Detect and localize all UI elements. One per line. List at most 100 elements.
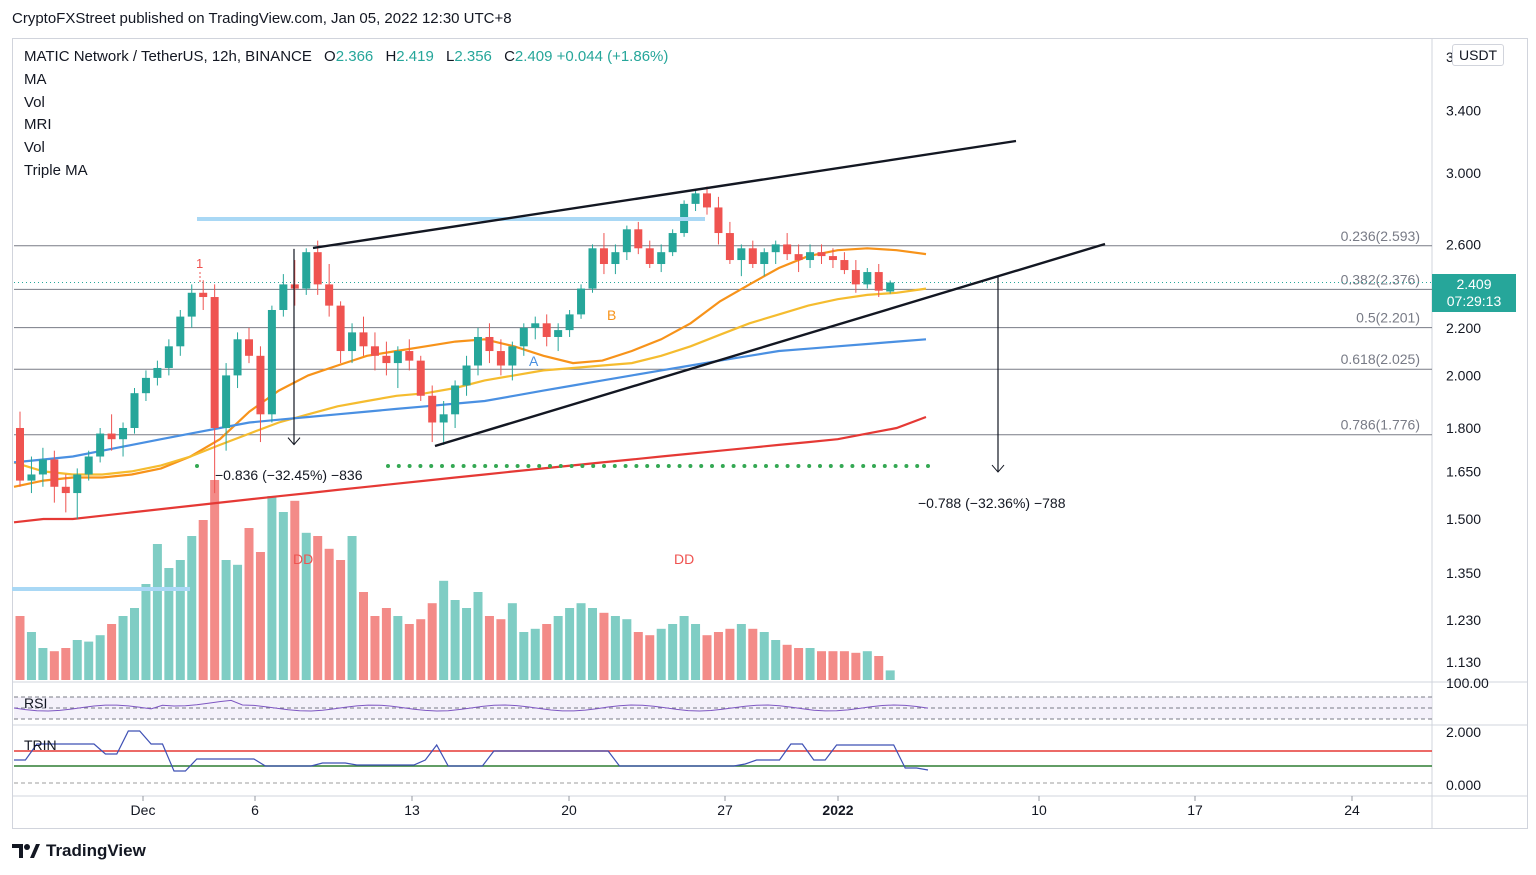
- price-tick-top: 3: [1446, 49, 1454, 65]
- legend-indicator-vol-2[interactable]: Vol: [24, 139, 45, 157]
- support-dot: [731, 464, 736, 468]
- candle-down: [725, 233, 734, 261]
- trin-line: [14, 730, 929, 772]
- candle-down: [290, 284, 299, 289]
- candle-down: [874, 272, 883, 291]
- volume-bar: [702, 635, 712, 680]
- volume-bar: [771, 640, 781, 680]
- legend-indicator-ma[interactable]: MA: [24, 70, 47, 88]
- candle-up: [691, 193, 700, 204]
- support-dot: [418, 464, 423, 468]
- measure-arrow-head: [991, 464, 1005, 473]
- candle-down: [313, 252, 322, 285]
- volume-bar: [221, 560, 231, 680]
- volume-bar: [530, 628, 540, 680]
- candle-down: [828, 256, 837, 261]
- candle-up: [130, 393, 139, 428]
- trin-scale-tick: 2.000: [1446, 724, 1481, 740]
- volume-bar: [679, 616, 689, 680]
- volume-bar: [324, 548, 334, 680]
- ma-line: [13, 415, 927, 524]
- dd-marker: DD: [674, 551, 694, 567]
- volume-bar: [72, 640, 82, 680]
- candle-down: [748, 248, 757, 265]
- candle-down: [428, 395, 437, 423]
- volume-bar: [347, 536, 357, 680]
- support-dot: [742, 464, 747, 468]
- support-dot: [688, 464, 693, 468]
- candle-down: [645, 248, 654, 265]
- volume-bar: [244, 528, 254, 680]
- support-dot: [483, 464, 488, 468]
- support-dot: [537, 464, 542, 468]
- candle-up: [187, 292, 196, 317]
- legend-low-key: L: [446, 48, 455, 65]
- time-tick: 17: [1187, 802, 1203, 818]
- volume-bar: [336, 560, 346, 680]
- candle-up: [508, 346, 517, 366]
- volume-bar: [175, 560, 185, 680]
- volume-bar: [599, 612, 609, 680]
- candle-up: [348, 332, 357, 352]
- candle-up: [84, 456, 93, 475]
- volume-bar: [267, 496, 277, 680]
- volume-bar: [130, 608, 139, 680]
- support-dot: [504, 464, 509, 468]
- volume-bar: [645, 635, 655, 680]
- candle-up: [279, 284, 288, 310]
- volume-bar: [416, 619, 426, 680]
- volume-bar: [381, 608, 391, 680]
- volume-bar: [851, 652, 861, 680]
- candle-up: [267, 309, 276, 415]
- volume-bar: [633, 632, 643, 680]
- volume-bar: [255, 552, 265, 680]
- legend-indicator-vol[interactable]: Vol: [24, 93, 45, 111]
- legend-close: 2.409: [514, 48, 553, 65]
- candle-down: [199, 292, 208, 298]
- support-dot: [796, 464, 801, 468]
- legend-ohlc-row[interactable]: MATIC Network / TetherUS, 12h, BINANCE O…: [24, 46, 668, 69]
- volume-bar: [210, 480, 220, 680]
- legend-high: 2.419: [396, 48, 434, 65]
- volume-bar: [542, 624, 552, 680]
- rsi-scale-tick: 100.00: [1446, 675, 1489, 691]
- tradingview-brand[interactable]: TradingView: [12, 841, 146, 861]
- volume-bar: [748, 628, 758, 680]
- support-dot: [634, 464, 639, 468]
- support-dot: [386, 464, 390, 468]
- last-price-tag: 2.409 07:29:13: [1432, 274, 1516, 312]
- support-dot: [656, 464, 660, 468]
- time-tick: 10: [1031, 802, 1047, 818]
- support-dot: [818, 464, 822, 468]
- support-dot: [526, 464, 531, 468]
- legend-indicator-triple-ma[interactable]: Triple MA: [24, 161, 88, 179]
- volume-bar: [622, 619, 632, 680]
- volume-bar: [118, 616, 128, 680]
- volume-bar: [553, 616, 563, 680]
- legend-change: +0.044 (+1.86%): [556, 48, 669, 65]
- legend-indicator-mri[interactable]: MRI: [24, 116, 52, 134]
- candle-down: [359, 332, 368, 347]
- currency-button[interactable]: USDT: [1452, 44, 1505, 66]
- price-tick: 2.200: [1446, 320, 1481, 336]
- volume-bar: [691, 624, 701, 680]
- support-dot: [450, 464, 455, 468]
- support-dot: [753, 464, 758, 468]
- volume-bar: [817, 651, 826, 680]
- support-dot: [915, 464, 920, 468]
- volume-bar: [393, 616, 403, 680]
- fib-level-label: 0.786(1.776): [1341, 417, 1420, 433]
- measure-label: −0.836 (−32.45%) −836: [215, 467, 363, 483]
- fib-level-label: 0.236(2.593): [1341, 228, 1420, 244]
- support-dot: [807, 464, 812, 468]
- ma-line: [13, 338, 927, 464]
- support-dot: [548, 464, 552, 468]
- volume-bar: [496, 619, 506, 680]
- volume-bar: [668, 624, 678, 680]
- volume-bar: [794, 648, 804, 680]
- candle-down: [817, 252, 826, 257]
- candle-up: [737, 248, 746, 261]
- volume-bar: [507, 603, 517, 680]
- candle-up: [141, 377, 150, 394]
